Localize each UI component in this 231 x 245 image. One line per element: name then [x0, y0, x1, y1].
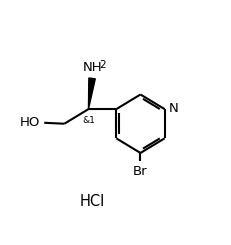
Text: &1: &1 [82, 116, 94, 125]
Text: Br: Br [133, 165, 147, 178]
Text: HO: HO [19, 116, 40, 129]
Text: N: N [168, 102, 178, 115]
Text: 2: 2 [99, 60, 105, 70]
Text: HCl: HCl [79, 194, 104, 208]
Text: NH: NH [83, 61, 102, 74]
Polygon shape [88, 78, 95, 109]
